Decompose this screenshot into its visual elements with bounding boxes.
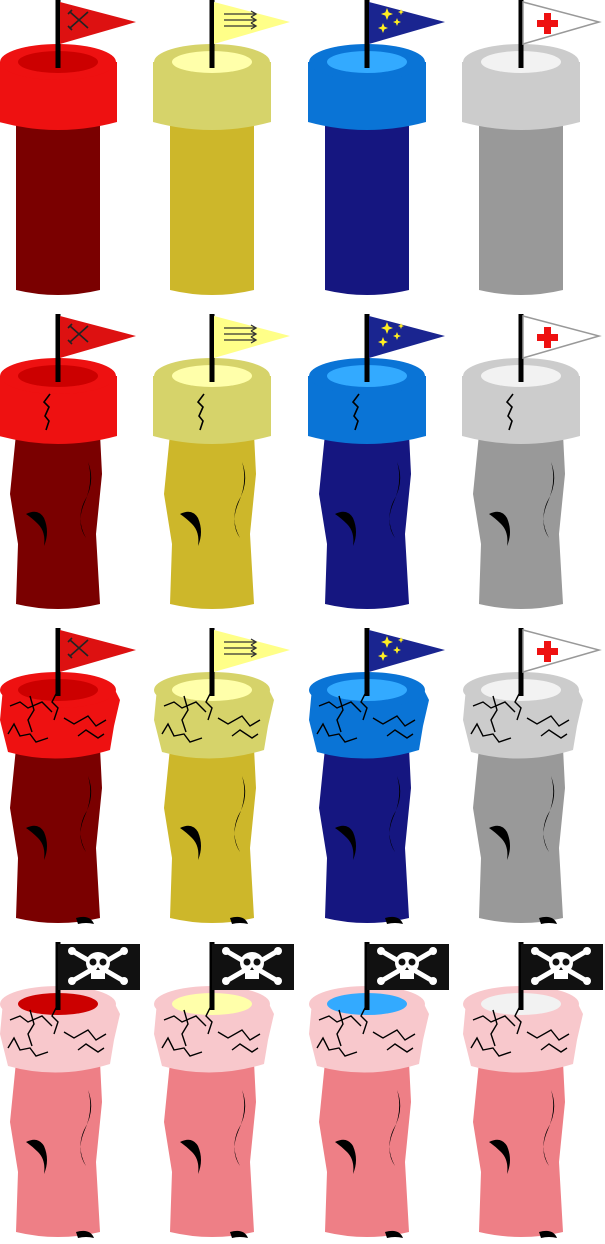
skull-and-crossbones-icon [68,947,128,985]
tower-red-intact [0,0,136,295]
flag-red [55,942,140,1010]
flag-yellow [209,314,290,382]
skull-and-crossbones-icon [222,947,282,985]
red-cross-icon [537,13,558,34]
crossed-swords-icon [67,9,89,31]
flag-red [55,628,136,696]
flag-blue [364,942,449,1010]
arrows-icon [224,10,258,30]
red-cross-icon [537,641,558,662]
arrows-icon [224,324,258,344]
tower-yellow-cracked [153,314,290,609]
tower-red-heavily-damaged [0,628,136,924]
tower-blue-heavily-damaged [309,628,445,924]
flag-white [518,0,602,68]
flag-red [55,314,136,382]
flag-white [518,314,602,382]
flag-white [518,628,602,696]
tower-blue-cracked [308,314,445,609]
skull-and-crossbones-icon [377,947,437,985]
tower-yellow-intact [153,0,290,295]
flag-yellow [209,0,290,68]
flag-blue [364,628,445,696]
skull-and-crossbones-icon [531,947,591,985]
stars-icon [378,322,404,347]
tower-red-cracked [0,314,136,609]
stars-icon [378,8,404,33]
flag-red [55,0,136,68]
red-cross-icon [537,327,558,348]
tower-blue-intact [308,0,445,295]
flag-yellow [209,628,290,696]
tower-yellow-heavily-damaged [154,628,290,924]
flag-white [518,942,603,1010]
tower-red-ruined [0,942,140,1238]
crossed-swords-icon [67,323,89,345]
arrows-icon [224,638,258,658]
tower-white-ruined [463,942,603,1238]
tower-white-cracked [462,314,602,609]
stars-icon [378,636,404,661]
crossed-swords-icon [67,637,89,659]
flag-yellow [209,942,294,1010]
flag-blue [364,0,445,68]
tower-yellow-ruined [154,942,294,1238]
tower-white-intact [462,0,602,295]
tower-blue-ruined [309,942,449,1238]
flag-blue [364,314,445,382]
tower-white-heavily-damaged [463,628,602,924]
